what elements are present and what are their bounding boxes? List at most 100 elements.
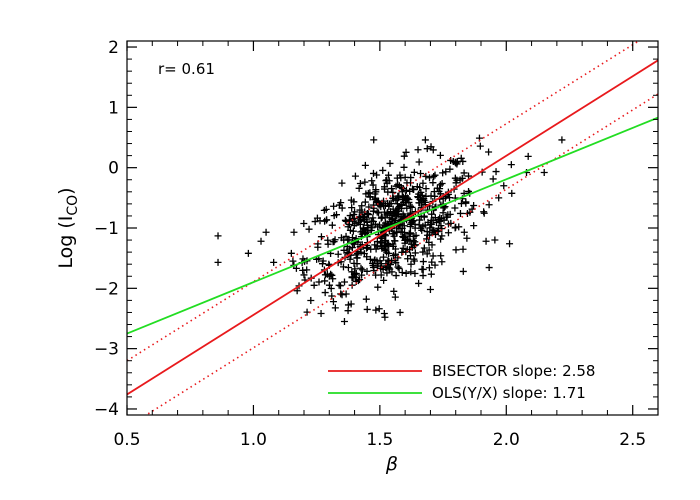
- scatter-point: [381, 185, 389, 193]
- scatter-point: [356, 179, 364, 187]
- scatter-point: [407, 240, 415, 248]
- scatter-point: [373, 208, 381, 216]
- legend: BISECTOR slope: 2.58 OLS(Y/X) slope: 1.7…: [328, 362, 595, 402]
- x-tick-label: 2.0: [493, 430, 520, 450]
- scatter-point: [456, 209, 464, 217]
- scatter-point: [436, 151, 444, 159]
- scatter-point: [389, 252, 397, 260]
- scatter-point: [405, 196, 413, 204]
- scatter-point: [439, 169, 447, 177]
- legend-label-bisector: BISECTOR slope: 2.58: [432, 362, 595, 380]
- scatter-point: [417, 170, 425, 178]
- x-axis-ticks: 0.5 1.0 1.5 2.0 2.5: [113, 41, 646, 450]
- scatter-point: [438, 225, 446, 233]
- scatter-point: [335, 201, 343, 209]
- scatter-point: [262, 228, 270, 236]
- scatter-point: [485, 201, 493, 209]
- scatter-point: [338, 179, 346, 187]
- scatter-point: [558, 136, 566, 144]
- scatter-point: [345, 221, 353, 229]
- scatter-point: [384, 256, 392, 264]
- scatter-point: [363, 267, 371, 275]
- scatter-point: [415, 279, 423, 287]
- scatter-point: [421, 136, 429, 144]
- scatter-point: [452, 223, 460, 231]
- scatter-point: [347, 196, 355, 204]
- scatter-point: [453, 160, 461, 168]
- scatter-point: [363, 305, 371, 313]
- scatter-point: [463, 234, 471, 242]
- scatter-point: [380, 276, 388, 284]
- scatter-point: [470, 222, 478, 230]
- scatter-point: [427, 270, 435, 278]
- scatter-point: [329, 298, 337, 306]
- scatter-point: [399, 196, 407, 204]
- scatter-point: [485, 264, 493, 272]
- scatter-point: [418, 198, 426, 206]
- scatter-point: [357, 248, 365, 256]
- scatter-point: [492, 168, 500, 176]
- scatter-point: [425, 246, 433, 254]
- y-tick-label: 1: [108, 98, 119, 118]
- scatter-point: [394, 192, 402, 200]
- scatter-point: [351, 172, 359, 180]
- scatter-point: [257, 237, 265, 245]
- scatter-point: [342, 217, 350, 225]
- scatter-point: [348, 204, 356, 212]
- scatter-point: [402, 186, 410, 194]
- scatter-point: [430, 188, 438, 196]
- scatter-point: [410, 255, 418, 263]
- scatter-point: [310, 281, 318, 289]
- scatter-point: [438, 232, 446, 240]
- scatter-point: [378, 234, 386, 242]
- scatter-point: [331, 304, 339, 312]
- scatter-point: [409, 217, 417, 225]
- scatter-point: [431, 171, 439, 179]
- scatter-point: [459, 245, 467, 253]
- scatter-point: [391, 256, 399, 264]
- scatter-point: [422, 185, 430, 193]
- scatter-point: [369, 263, 377, 271]
- scatter-point: [320, 206, 328, 214]
- scatter-point: [482, 237, 490, 245]
- scatter-point: [480, 209, 488, 217]
- scatter-point: [394, 263, 402, 271]
- scatter-point: [307, 296, 315, 304]
- scatter-point: [438, 258, 446, 266]
- scatter-point: [360, 250, 368, 258]
- scatter-point: [400, 152, 408, 160]
- scatter-point: [385, 249, 393, 257]
- scatter-point: [403, 204, 411, 212]
- scatter-point: [390, 287, 398, 295]
- scatter-point: [362, 295, 370, 303]
- scatter-point: [386, 214, 394, 222]
- x-tick-label: 1.0: [240, 430, 267, 450]
- scatter-point: [357, 216, 365, 224]
- scatter-point: [270, 258, 278, 266]
- y-axis-title-close: ): [55, 187, 77, 194]
- scatter-point: [423, 228, 431, 236]
- scatter-point: [422, 172, 430, 180]
- scatter-point: [491, 236, 499, 244]
- scatter-point: [507, 161, 515, 169]
- scatter-point: [341, 278, 348, 286]
- scatter-point: [344, 307, 352, 315]
- scatter-point: [372, 245, 380, 253]
- scatter-point: [407, 268, 415, 276]
- scatter-point: [426, 174, 434, 182]
- scatter-point: [389, 205, 397, 213]
- scatter-point: [358, 266, 366, 274]
- scatter-point: [414, 146, 422, 154]
- scatter-point: [452, 179, 460, 187]
- scatter-point: [328, 292, 336, 300]
- scatter-point: [372, 186, 380, 194]
- scatter-point: [381, 247, 389, 255]
- scatter-point: [379, 166, 387, 174]
- correlation-annotation: r= 0.61: [158, 60, 215, 78]
- scatter-point: [363, 218, 371, 226]
- scatter-point: [402, 236, 410, 244]
- scatter-point: [350, 211, 358, 219]
- scatter-point: [369, 214, 377, 222]
- scatter-point: [419, 272, 427, 280]
- scatter-point: [330, 202, 338, 210]
